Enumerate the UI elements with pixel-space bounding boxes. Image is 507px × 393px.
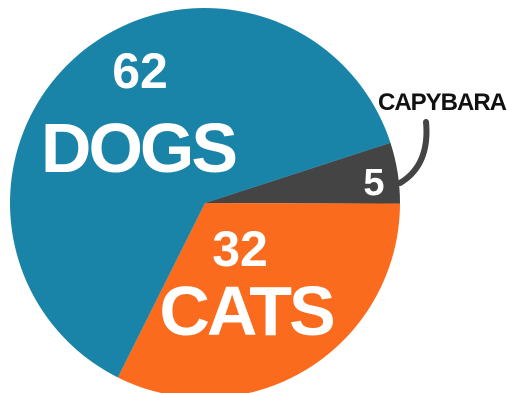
capybara-value-label: 5 <box>363 162 384 204</box>
pie-slices <box>9 7 400 393</box>
dogs-category-label: DOGS <box>41 109 235 187</box>
cats-value-label: 32 <box>212 221 268 277</box>
pie-slice-dogs <box>9 7 391 378</box>
capybara-category-label: CAPYBARA <box>378 89 507 116</box>
pie-labels: 62 DOGS 32 CATS 5 CAPYBARA <box>41 43 507 350</box>
pie-slice-capybara <box>205 142 400 204</box>
dogs-value-label: 62 <box>112 43 168 99</box>
cats-category-label: CATS <box>159 272 333 350</box>
pie-slice-cats <box>117 203 400 393</box>
capybara-leader-line <box>397 119 430 186</box>
